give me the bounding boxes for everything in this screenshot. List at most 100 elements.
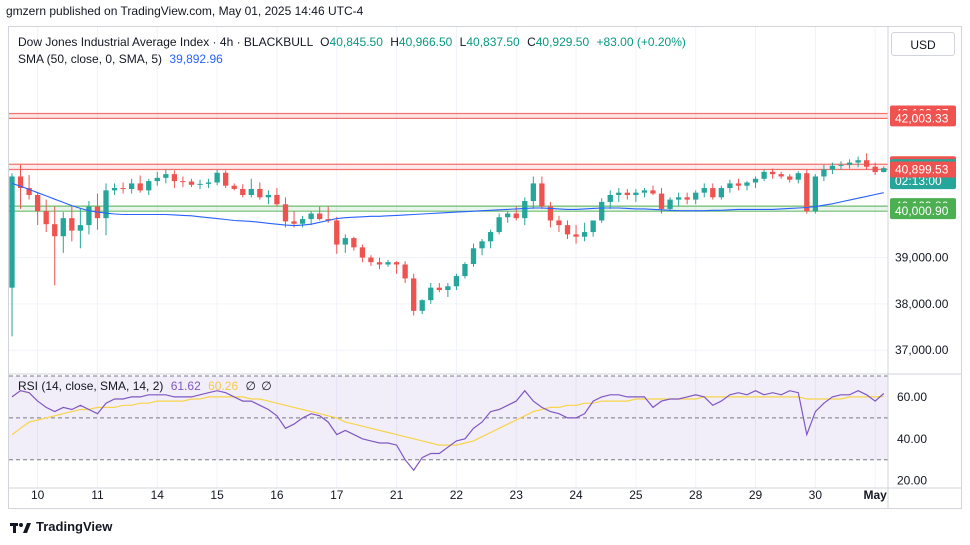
rsi-line (11, 389, 885, 472)
candle-body (163, 174, 169, 178)
price-label: 40,000.90 (895, 204, 949, 218)
candle-body (317, 213, 323, 220)
candle-body (564, 225, 571, 235)
x-tick-label: 15 (210, 488, 224, 502)
sma-legend-label: SMA (50, close, 0, SMA, 5) (18, 52, 163, 66)
legend-close: 40,929.50 (535, 35, 590, 49)
candle-body (180, 181, 186, 183)
support-zone (9, 206, 888, 212)
candle-body (282, 204, 289, 222)
candle-layer (9, 153, 887, 337)
candle-body (342, 238, 348, 245)
candle-body (351, 238, 357, 248)
y-tick-label: 39,000.00 (895, 251, 949, 265)
rsi-legend[interactable]: RSI (14, close, SMA, 14, 2) 61.62 60.26 … (18, 379, 272, 393)
candle-body (855, 160, 861, 163)
legend-close-label: C (527, 35, 536, 49)
candle-body (111, 188, 118, 191)
candle-body (581, 232, 588, 237)
candle-body (43, 211, 49, 225)
x-tick-label: 21 (390, 488, 404, 502)
candle-body (205, 182, 212, 184)
candle-body (240, 188, 246, 195)
candle-body (325, 219, 331, 221)
x-tick-label: 24 (569, 488, 583, 502)
candle-body (684, 197, 690, 200)
candle-body (641, 190, 648, 193)
tradingview-logo-icon (10, 522, 31, 533)
x-tick-label: 28 (689, 488, 703, 502)
candle-body (385, 262, 391, 265)
candle-body (359, 247, 366, 258)
grid-layer (9, 27, 888, 488)
candle-body (573, 234, 579, 237)
candle-body (69, 218, 75, 231)
rsi-band-fill (9, 376, 888, 460)
candle-body (872, 166, 878, 173)
candle-body (60, 218, 66, 237)
rsi-tick-label: 40.00 (897, 432, 927, 446)
legend-open-label: O (320, 35, 330, 49)
sma-line (11, 182, 884, 227)
price-label-bg (890, 203, 956, 220)
candle-body (120, 188, 126, 190)
candle-body (462, 264, 468, 277)
x-tick-label: 17 (330, 488, 344, 502)
candle-body (795, 173, 801, 180)
level-layer (9, 112, 888, 212)
legend-low: 40,837.50 (466, 35, 520, 49)
tradingview-footer[interactable]: TradingView (10, 519, 112, 534)
candle-body (223, 172, 229, 186)
rsi-sma-legend-value: 60.26 (208, 379, 239, 393)
countdown-label: 02:13:00 (895, 174, 942, 188)
candle-body (214, 172, 220, 183)
candle-body (34, 194, 41, 212)
candle-body (487, 232, 494, 242)
candle-body (761, 171, 767, 179)
currency-button[interactable]: USD (891, 32, 955, 56)
candle-body (624, 192, 630, 195)
candle-body (274, 194, 280, 205)
candle-body (17, 176, 24, 189)
candle-body (804, 173, 810, 212)
candle-body (863, 160, 870, 167)
candle-body (188, 181, 195, 185)
candle-body (308, 213, 314, 220)
candle-body (103, 190, 109, 219)
candle-body (9, 176, 15, 288)
candle-body (787, 176, 793, 180)
candle-body (137, 183, 143, 191)
legend-change: +83.00 (+0.20%) (596, 35, 686, 49)
candle-body (727, 183, 733, 189)
candle-body (675, 197, 682, 200)
rsi-legend-label: RSI (14, close, SMA, 14, 2) (18, 379, 164, 393)
candle-body (496, 217, 502, 233)
price-label-layer: 42,108.0742,003.3341,013.5040,929.5002:1… (890, 105, 956, 220)
candle-body (77, 225, 84, 231)
candle-body (650, 190, 656, 194)
candle-body (52, 224, 58, 237)
candle-body (744, 182, 750, 186)
chart-legend-main[interactable]: Dow Jones Industrial Average Index · 4h … (18, 35, 686, 49)
candle-body (334, 220, 340, 245)
candle-body (718, 188, 724, 198)
candle-body (154, 177, 160, 182)
candle-body (667, 199, 673, 209)
candle-body (128, 183, 135, 189)
x-tick-label: 16 (270, 488, 284, 502)
candle-body (616, 192, 622, 195)
rsi-tick-label: 20.00 (897, 474, 927, 488)
candle-body (522, 201, 528, 219)
candle-body (419, 300, 425, 311)
candle-body (735, 183, 742, 186)
x-tick-label: 30 (809, 488, 823, 502)
candle-body (821, 169, 827, 177)
x-tick-label: May (864, 488, 888, 502)
sma-legend[interactable]: SMA (50, close, 0, SMA, 5) 39,892.96 (18, 52, 223, 66)
candle-body (411, 278, 417, 311)
candle-body (539, 183, 545, 207)
candle-body (505, 213, 511, 218)
x-tick-label: 29 (749, 488, 763, 502)
symbol-title[interactable]: Dow Jones Industrial Average Index · 4h … (18, 35, 313, 49)
candle-body (291, 221, 297, 224)
